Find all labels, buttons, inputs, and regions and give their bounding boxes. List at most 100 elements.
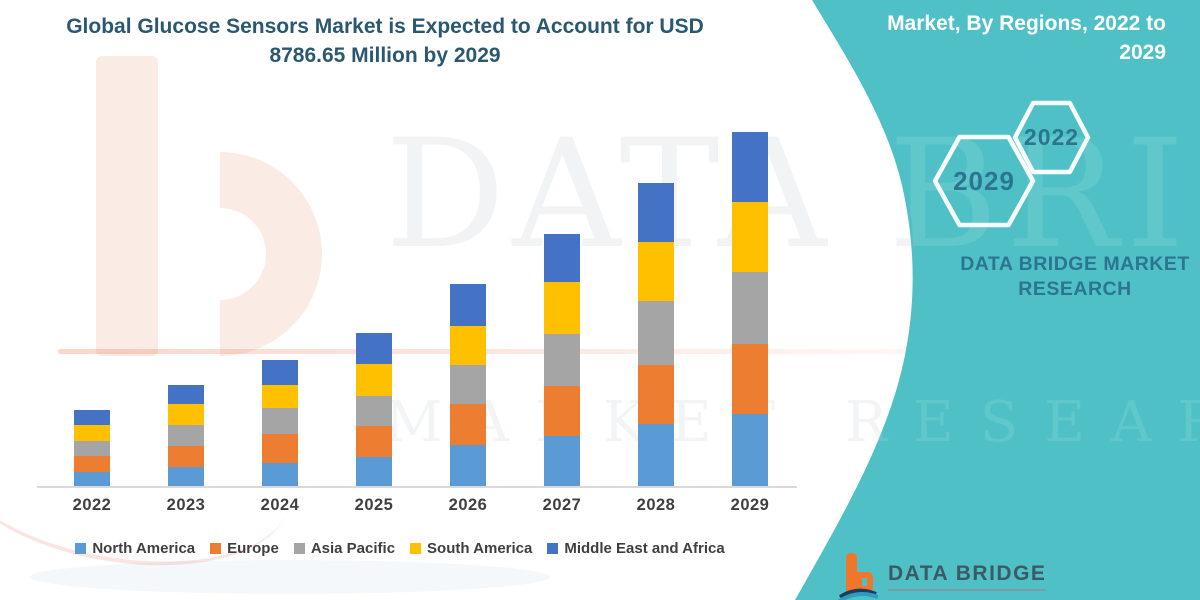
x-axis-label-2029: 2029	[730, 496, 770, 514]
bar-segment-middle-east-and-africa	[74, 410, 110, 426]
stacked-bar-chart: 2022 2023 2024 2025 2026 2027 2028 2029	[37, 123, 797, 515]
x-axis-label-2028: 2028	[636, 496, 676, 514]
legend-swatch-middle-east-and-africa	[547, 543, 559, 554]
legend-item-middle-east-and-africa: Middle East and Africa	[547, 540, 725, 557]
x-axis-line	[37, 486, 797, 488]
bar-slot-2022	[45, 123, 139, 487]
legend-swatch-asia-pacific	[293, 543, 305, 554]
hexagon-2029-label: 2029	[953, 166, 1015, 196]
watermark-underline	[58, 349, 1008, 354]
bar-segment-south-america	[638, 241, 674, 302]
bar-slot-2023	[139, 123, 233, 487]
bar-segment-south-america	[74, 425, 110, 442]
legend-label-north-america: North America	[92, 540, 196, 557]
legend-swatch-south-america	[410, 543, 422, 554]
hexagon-2029-icon	[932, 134, 1036, 228]
bar-segment-asia-pacific	[450, 364, 486, 405]
bar-segment-north-america	[638, 423, 674, 487]
stacked-bar-2028	[638, 183, 674, 487]
bar-segment-middle-east-and-africa	[638, 183, 674, 242]
bar-segment-north-america	[450, 444, 486, 487]
bar-segment-north-america	[74, 471, 110, 487]
legend-item-south-america: South America	[410, 540, 532, 557]
watermark-smudge	[30, 560, 550, 594]
band-heading: Market, By Regions, 2022 to 2029	[887, 12, 1166, 64]
bar-segment-north-america	[262, 462, 298, 487]
legend-label-middle-east-and-africa: Middle East and Africa	[564, 540, 725, 557]
x-axis-label-2023: 2023	[166, 496, 206, 514]
bar-slot-2025	[327, 123, 421, 487]
bar-segment-asia-pacific	[168, 425, 204, 446]
chart-title: Global Glucose Sensors Market is Expecte…	[25, 12, 745, 70]
bar-segment-middle-east-and-africa	[544, 233, 580, 283]
stacked-bar-2025	[356, 332, 392, 487]
bar-segment-europe	[450, 404, 486, 445]
bar-segment-asia-pacific	[356, 396, 392, 427]
bar-segment-asia-pacific	[262, 408, 298, 435]
legend-label-asia-pacific: Asia Pacific	[310, 540, 396, 557]
bar-segment-europe	[638, 364, 674, 424]
bar-slot-2026	[421, 123, 515, 487]
bar-slot-2028	[609, 123, 703, 487]
legend-item-north-america: North America	[75, 540, 195, 557]
watermark-logo-b-stem	[96, 56, 158, 356]
stacked-bar-2026	[450, 284, 486, 487]
stacked-bar-2023	[168, 385, 204, 487]
bar-segment-europe	[74, 456, 110, 472]
band-brand-text: DATA BRIDGE MARKET RESEARCH	[960, 253, 1190, 300]
legend-swatch-europe	[210, 543, 222, 554]
hexagon-2022-icon	[1012, 100, 1091, 175]
legend: North America Europe Asia Pacific South Ame…	[0, 540, 800, 557]
data-bridge-logo-icon	[838, 553, 878, 600]
bar-segment-europe	[544, 385, 580, 437]
bar-segment-north-america	[732, 414, 768, 487]
bar-segment-middle-east-and-africa	[732, 131, 768, 203]
bar-segment-north-america	[544, 436, 580, 487]
footer-brand-text: DATA BRIDGE	[888, 562, 1047, 591]
bar-slot-2029	[703, 123, 797, 487]
bar-slot-2024	[233, 123, 327, 487]
bar-segment-europe	[356, 426, 392, 457]
legend-swatch-north-america	[75, 543, 87, 554]
legend-item-europe: Europe	[210, 540, 279, 557]
bar-segment-south-america	[262, 385, 298, 409]
x-axis-label-2027: 2027	[542, 496, 582, 514]
bar-segment-middle-east-and-africa	[168, 385, 204, 405]
bar-segment-europe	[168, 445, 204, 467]
bar-segment-asia-pacific	[638, 301, 674, 365]
x-axis-label-2022: 2022	[72, 496, 112, 514]
bar-slot-2027	[515, 123, 609, 487]
chart-title-line2: 8786.65 Million by 2029	[269, 44, 501, 67]
bar-segment-middle-east-and-africa	[262, 359, 298, 386]
bar-segment-asia-pacific	[544, 334, 580, 386]
bar-segment-asia-pacific	[74, 441, 110, 457]
x-axis-label-2024: 2024	[260, 496, 300, 514]
bar-segment-south-america	[544, 282, 580, 335]
bar-segment-north-america	[168, 466, 204, 487]
bar-segment-south-america	[450, 325, 486, 365]
bar-segment-europe	[262, 434, 298, 463]
legend-label-south-america: South America	[427, 540, 533, 557]
legend-item-asia-pacific: Asia Pacific	[293, 540, 396, 557]
bar-segment-europe	[732, 343, 768, 415]
bar-segment-north-america	[356, 456, 392, 487]
bar-segment-middle-east-and-africa	[450, 284, 486, 326]
bar-segment-asia-pacific	[732, 271, 768, 344]
bar-segment-south-america	[732, 202, 768, 272]
chart-title-line1: Global Glucose Sensors Market is Expecte…	[66, 15, 704, 38]
band-shape	[795, 0, 1200, 600]
legend-label-europe: Europe	[227, 540, 279, 557]
bar-segment-south-america	[168, 404, 204, 426]
hexagon-2022-label: 2022	[1023, 124, 1080, 150]
stacked-bar-2029	[732, 131, 768, 487]
plot-area	[37, 123, 797, 488]
x-axis-labels: 2022 2023 2024 2025 2026 2027 2028 2029	[45, 496, 797, 515]
stacked-bar-2024	[262, 359, 298, 487]
stacked-bar-2027	[544, 233, 580, 487]
stacked-bar-2022	[74, 410, 110, 487]
x-axis-label-2025: 2025	[354, 496, 394, 514]
footer-logo: DATA BRIDGE	[838, 552, 1047, 600]
x-axis-label-2026: 2026	[448, 496, 488, 514]
